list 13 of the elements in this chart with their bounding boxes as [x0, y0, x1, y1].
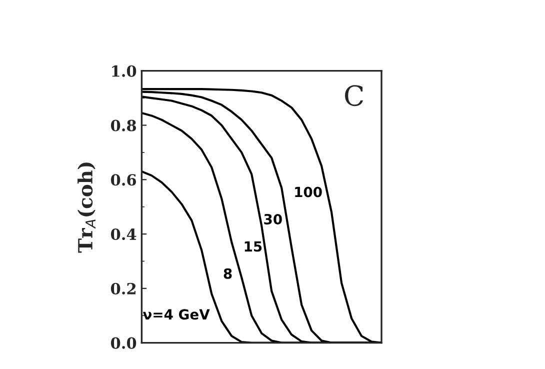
y-tick-label: 0.2: [110, 282, 136, 294]
series-label: 8: [224, 268, 232, 279]
series-label: 15: [244, 241, 262, 252]
y-tick-label: 0.0: [110, 337, 136, 349]
y-tick-label: 0.8: [110, 120, 136, 132]
series-label: 100: [295, 186, 322, 198]
series-label: ν=4 GeV: [142, 309, 210, 320]
y-tick-label: 0.4: [110, 228, 136, 240]
y-tick-label: 0.6: [110, 174, 136, 186]
series-label: 30: [264, 214, 282, 224]
y-axis-title: Tr$_{A}$(coh): [78, 162, 96, 253]
y-tick-label: 1.0: [112, 65, 136, 77]
annotation: C: [345, 85, 364, 106]
